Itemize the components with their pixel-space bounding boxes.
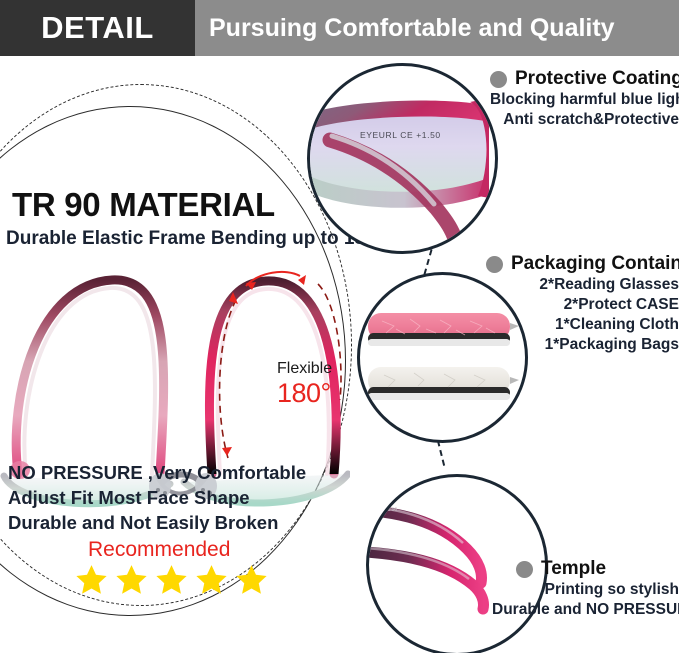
circle-protective-coating-photo: EYEURL CE +1.50 — [307, 63, 498, 254]
info-line: 1*Cleaning Cloth — [554, 316, 679, 333]
info-line: 1*Packaging Bags — [544, 336, 679, 353]
info-block-temple: Temple Printing so stylish Durable and N… — [492, 558, 679, 620]
feature-list: NO PRESSURE ,Very Comfortable Adjust Fit… — [8, 460, 338, 535]
feature-line: Durable and Not Easily Broken — [8, 512, 279, 533]
info-heading-row: Packaging Contains — [486, 253, 679, 275]
svg-text:EYEURL CE +1.50: EYEURL CE +1.50 — [369, 507, 397, 513]
star-icon — [116, 565, 147, 594]
info-heading: Protective Coating — [515, 68, 679, 89]
header-badge-label: DETAIL — [41, 10, 154, 45]
star-icon — [156, 565, 187, 594]
glasses-closeup-illustration: EYEURL CE +1.50 — [310, 98, 490, 244]
glasses-cases-illustration — [368, 313, 519, 400]
connector-line-top — [423, 249, 433, 275]
info-heading: Temple — [541, 558, 607, 579]
info-heading: Packaging Contains — [511, 253, 679, 274]
star-icon — [196, 565, 227, 594]
left-feature-panel: TR 90 MATERIAL Durable Elastic Frame Ben… — [0, 60, 383, 653]
info-line: Printing so stylish — [544, 581, 679, 598]
material-title: TR 90 MATERIAL — [12, 186, 275, 223]
info-line: Blocking harmful blue light — [490, 91, 679, 108]
flexible-degrees: 180° — [277, 378, 331, 408]
info-line: 2*Protect CASE — [563, 296, 679, 313]
recommended-label: Recommended — [88, 538, 231, 561]
info-line: Durable and NO PRESSURE — [492, 601, 679, 618]
star-icon — [236, 565, 267, 594]
feature-line: Adjust Fit Most Face Shape — [8, 487, 250, 508]
info-block-packaging-contains: Packaging Contains 2*Reading Glasses 2*P… — [486, 253, 679, 355]
connector-line-bottom — [436, 440, 446, 466]
bullet-dot-icon — [486, 255, 503, 273]
feature-line: NO PRESSURE ,Very Comfortable — [8, 462, 307, 483]
header-tagline-bar: Pursuing Comfortable and Quality — [195, 0, 679, 56]
info-heading-row: Protective Coating — [490, 68, 679, 90]
star-icon — [76, 565, 107, 594]
bent-eyeglasses-illustration — [0, 270, 350, 508]
flexible-label: Flexible — [277, 360, 333, 377]
star-rating — [72, 562, 271, 599]
info-line: Anti scratch&Protective — [503, 111, 679, 128]
material-subtitle: Durable Elastic Frame Bending up to 180° — [6, 228, 384, 249]
lens-imprint-text: EYEURL CE +1.50 — [360, 130, 441, 140]
header-badge: DETAIL — [0, 0, 195, 56]
header-bar: DETAIL Pursuing Comfortable and Quality — [0, 0, 679, 56]
info-line: 2*Reading Glasses — [539, 276, 679, 293]
bullet-dot-icon — [490, 70, 507, 88]
info-block-protective-coating: Protective Coating Blocking harmful blue… — [490, 68, 679, 130]
circle-packaging-photo — [357, 272, 528, 443]
bullet-dot-icon — [516, 560, 533, 578]
info-heading-row: Temple — [492, 558, 679, 580]
header-tagline: Pursuing Comfortable and Quality — [209, 13, 615, 42]
